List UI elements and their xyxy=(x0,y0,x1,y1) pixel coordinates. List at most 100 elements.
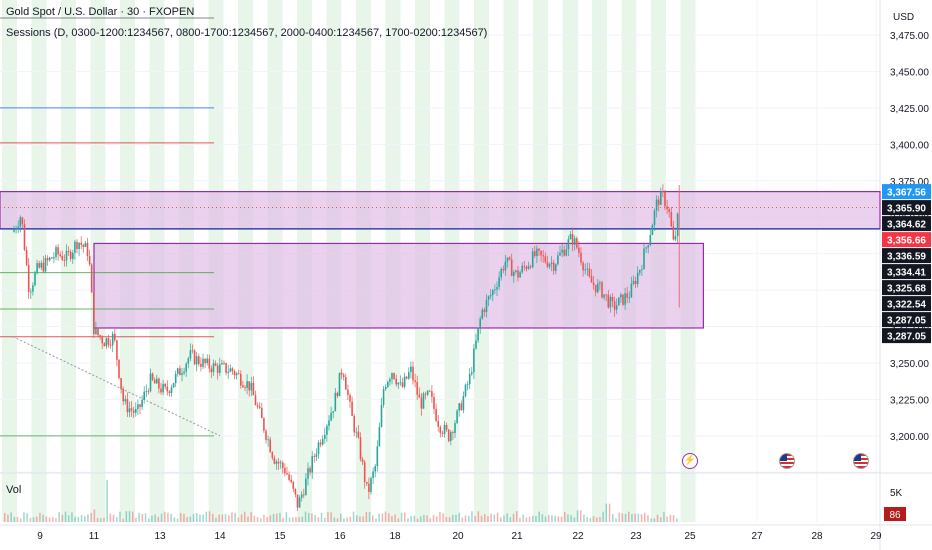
y-tick-label: 3,225.00 xyxy=(890,395,929,406)
candle-body xyxy=(166,386,169,392)
price-badge-label: 3,287.05 xyxy=(887,316,926,327)
candle-body xyxy=(588,268,591,277)
volume-bar xyxy=(224,514,227,522)
volume-bar xyxy=(61,514,64,522)
x-tick-label: 25 xyxy=(684,531,696,542)
volume-bar xyxy=(87,514,89,522)
volume-bar xyxy=(660,517,662,522)
volume-bar xyxy=(669,514,672,522)
symbol-title[interactable]: Gold Spot / U.S. Dollar · 30 · FXOPEN xyxy=(6,6,195,18)
candle-body xyxy=(450,432,452,441)
volume-bar xyxy=(128,511,131,522)
volume-bar xyxy=(346,517,348,522)
candle-body xyxy=(86,242,89,257)
candle-body xyxy=(25,249,28,265)
candle-body xyxy=(435,408,437,421)
volume-bar xyxy=(464,515,467,522)
candle-body xyxy=(382,389,385,405)
candle-body xyxy=(65,250,68,261)
volume-bar xyxy=(221,514,224,522)
candle-body xyxy=(309,468,311,473)
candle-body xyxy=(126,399,129,413)
candle-body xyxy=(191,350,194,352)
volume-bar xyxy=(676,518,678,522)
volume-bar xyxy=(343,518,345,522)
candle-body xyxy=(496,287,498,290)
candle-body xyxy=(391,373,393,380)
candle-body xyxy=(542,255,544,257)
candle-body xyxy=(229,368,232,372)
volume-bar xyxy=(400,512,403,522)
candle-body xyxy=(666,206,668,210)
candle-body xyxy=(582,262,584,271)
candle-body xyxy=(431,391,433,397)
volume-bar xyxy=(532,515,534,522)
candle-body xyxy=(622,294,624,305)
candle-body xyxy=(122,389,124,402)
volume-bar xyxy=(362,516,364,522)
candle-body xyxy=(340,372,343,375)
sessions-indicator-legend[interactable]: Sessions (D, 0300-1200:1234567, 0800-170… xyxy=(6,27,488,39)
volume-bar xyxy=(365,511,368,522)
candle-body xyxy=(256,405,259,407)
candle-body xyxy=(30,291,32,293)
candle-body xyxy=(521,265,523,273)
candle-body xyxy=(189,350,192,359)
candle-body xyxy=(149,373,152,392)
candle-body xyxy=(641,269,643,270)
candle-body xyxy=(456,410,458,424)
volume-bar xyxy=(100,518,102,522)
volume-bar xyxy=(260,518,262,522)
volume-bar xyxy=(45,516,48,522)
volume-bar xyxy=(192,513,195,522)
volume-bar xyxy=(256,517,259,522)
volume-bar xyxy=(116,517,118,522)
price-zone xyxy=(0,191,881,230)
volume-bar xyxy=(205,511,208,522)
candle-body xyxy=(349,394,351,402)
volume-bar xyxy=(352,511,355,522)
candle-body xyxy=(479,318,481,328)
volume-bar xyxy=(621,513,624,522)
volume-bar xyxy=(106,480,108,522)
volume-bar xyxy=(164,511,166,522)
us-flag-icon[interactable] xyxy=(779,453,795,469)
volume-bar xyxy=(551,515,553,522)
volume-bar xyxy=(304,511,307,522)
candle-body xyxy=(609,296,612,308)
candle-body xyxy=(567,239,570,250)
candle-body xyxy=(34,272,36,286)
candle-body xyxy=(326,425,328,435)
candle-body xyxy=(605,294,607,296)
volume-bar xyxy=(173,517,176,522)
candle-body xyxy=(51,257,53,259)
candle-body xyxy=(317,442,320,455)
candle-body xyxy=(611,296,614,302)
us-flag-icon[interactable] xyxy=(853,453,869,469)
candle-body xyxy=(221,363,223,365)
candle-body xyxy=(170,387,173,394)
volume-legend[interactable]: Vol xyxy=(6,484,22,496)
volume-bar xyxy=(404,512,406,522)
candle-body xyxy=(290,479,292,482)
volume-bar xyxy=(336,518,339,522)
candle-body xyxy=(53,257,55,259)
volume-bar xyxy=(349,516,352,522)
volume-axis-label: 5K xyxy=(890,488,903,499)
volume-bar xyxy=(292,517,294,522)
x-tick-label: 13 xyxy=(154,531,166,542)
candle-body xyxy=(403,376,406,387)
currency-label[interactable]: USD xyxy=(893,12,915,23)
x-tick-label: 9 xyxy=(37,531,43,542)
price-badge-label: 3,356.66 xyxy=(887,236,926,247)
volume-bar xyxy=(144,513,147,522)
candle-body xyxy=(300,494,303,498)
candle-body xyxy=(399,382,402,384)
lightning-icon[interactable]: ⚡ xyxy=(682,453,698,469)
volume-bar xyxy=(500,517,502,522)
x-tick-label: 14 xyxy=(214,531,226,542)
volume-bar xyxy=(496,512,499,522)
candle-body xyxy=(647,245,649,248)
